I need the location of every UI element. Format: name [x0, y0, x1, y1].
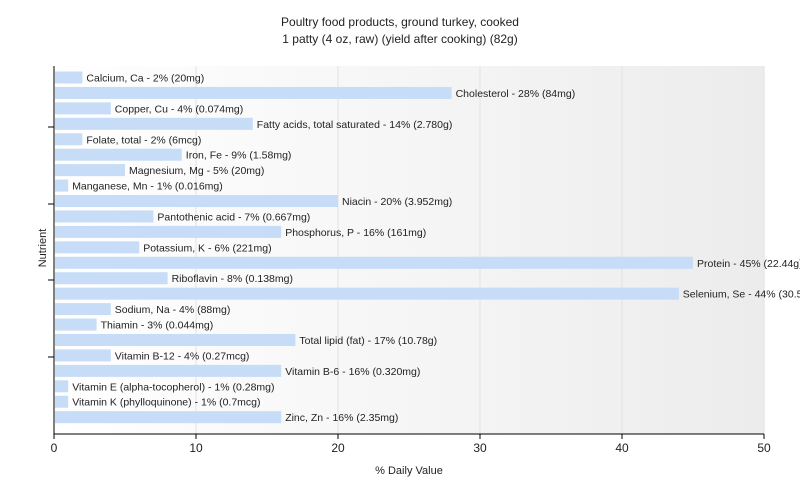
bar [55, 210, 154, 223]
bar-label: Iron, Fe - 9% (1.58mg) [186, 150, 292, 162]
bar-label: Manganese, Mn - 1% (0.016mg) [72, 181, 223, 193]
bar [55, 303, 111, 316]
bar [55, 148, 182, 161]
bar [55, 179, 69, 192]
bar-label: Vitamin B-6 - 16% (0.320mg) [285, 366, 420, 378]
bar-label: Fatty acids, total saturated - 14% (2.78… [257, 119, 453, 131]
bar [55, 272, 168, 285]
bar [55, 256, 693, 269]
bar [55, 364, 282, 377]
bar [55, 395, 69, 408]
bar [55, 117, 253, 130]
bar [55, 318, 97, 331]
chart-subtitle: 1 patty (4 oz, raw) (yield after cooking… [282, 32, 518, 46]
bar [55, 380, 69, 393]
bar [55, 287, 679, 300]
bar-label: Sodium, Na - 4% (88mg) [115, 304, 231, 316]
bar [55, 333, 296, 346]
bar [55, 411, 282, 424]
bar-label: Pantothenic acid - 7% (0.667mg) [157, 211, 310, 223]
bar-label: Potassium, K - 6% (221mg) [143, 242, 271, 254]
bar-label: Vitamin B-12 - 4% (0.27mcg) [115, 350, 250, 362]
bar-label: Selenium, Se - 44% (30.5mcg) [683, 289, 800, 301]
chart-title: Poultry food products, ground turkey, co… [281, 15, 519, 29]
x-tick-label: 20 [331, 441, 345, 455]
bar-label: Total lipid (fat) - 17% (10.78g) [299, 335, 437, 347]
x-tick-label: 10 [189, 441, 203, 455]
bar [55, 133, 83, 146]
bar-label: Niacin - 20% (3.952mg) [342, 196, 452, 208]
x-tick-label: 30 [473, 441, 487, 455]
bar [55, 195, 338, 208]
bar-label: Thiamin - 3% (0.044mg) [101, 320, 214, 332]
bar-label: Folate, total - 2% (6mcg) [86, 134, 201, 146]
bar-label: Phosphorus, P - 16% (161mg) [285, 227, 426, 239]
y-axis-label: Nutrient [37, 228, 49, 268]
x-tick-label: 0 [51, 441, 58, 455]
x-axis-label: % Daily Value [375, 465, 443, 477]
bar-label: Zinc, Zn - 16% (2.35mg) [285, 412, 398, 424]
bar-label: Vitamin E (alpha-tocopherol) - 1% (0.28m… [72, 381, 274, 393]
bar [55, 102, 111, 115]
bar-label: Protein - 45% (22.44g) [697, 258, 800, 270]
bar [55, 86, 452, 99]
bar-label: Copper, Cu - 4% (0.074mg) [115, 103, 243, 115]
bar-label: Magnesium, Mg - 5% (20mg) [129, 165, 264, 177]
x-tick-label: 40 [615, 441, 629, 455]
bar-label: Riboflavin - 8% (0.138mg) [172, 273, 293, 285]
bar [55, 241, 140, 254]
bar [55, 349, 111, 362]
bar [55, 225, 282, 238]
bar-label: Cholesterol - 28% (84mg) [456, 88, 576, 100]
bar-label: Calcium, Ca - 2% (20mg) [86, 73, 204, 85]
bar [55, 71, 83, 84]
x-tick-label: 50 [757, 441, 771, 455]
bar [55, 164, 125, 177]
bar-label: Vitamin K (phylloquinone) - 1% (0.7mcg) [72, 397, 260, 409]
